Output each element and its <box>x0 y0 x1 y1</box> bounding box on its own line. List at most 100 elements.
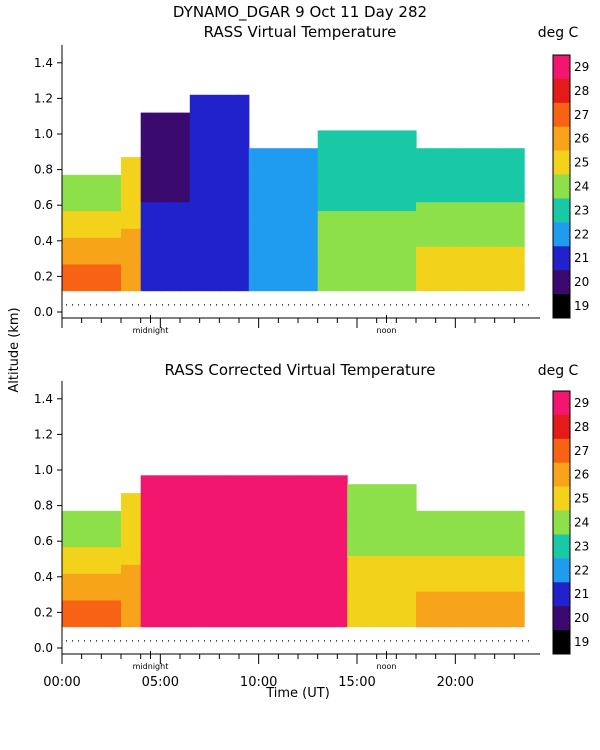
heatmap-cell <box>298 546 309 556</box>
heatmap-cell <box>229 617 240 628</box>
heatmap-cell <box>386 201 397 212</box>
heatmap-cell <box>425 546 437 556</box>
heatmap-cell <box>160 528 171 539</box>
heatmap-cell <box>435 528 447 539</box>
heatmap-cell <box>140 219 152 229</box>
heatmap-cell <box>189 246 201 256</box>
heatmap-cell <box>180 591 191 601</box>
heatmap-cell <box>484 174 496 185</box>
heatmap-cell <box>396 183 407 194</box>
heatmap-cell <box>199 148 211 158</box>
heatmap-cell <box>140 192 152 203</box>
heatmap-cell <box>327 582 338 592</box>
heatmap-cell <box>150 272 161 283</box>
heatmap-cell <box>209 174 220 185</box>
heatmap-cell <box>396 272 407 283</box>
heatmap-cell <box>416 183 427 194</box>
heatmap-cell <box>475 237 486 247</box>
heatmap-cell <box>307 228 319 238</box>
heatmap-cell <box>288 148 299 158</box>
heatmap-cell <box>327 608 338 619</box>
heatmap-cell <box>288 272 299 283</box>
heatmap-cell <box>180 528 191 539</box>
heatmap-cell <box>504 528 515 539</box>
heatmap-cell <box>514 237 525 247</box>
heatmap-cell <box>366 228 378 238</box>
y-tick-label: 0.8 <box>34 499 53 513</box>
heatmap-cell <box>347 484 358 494</box>
heatmap-cell <box>140 139 152 149</box>
heatmap-cell <box>475 510 486 521</box>
heatmap-cell <box>170 228 181 238</box>
heatmap-cell <box>435 237 447 247</box>
heatmap-cell <box>396 219 407 229</box>
heatmap-cell <box>130 564 142 574</box>
heatmap-cell <box>258 608 270 619</box>
heatmap-cell <box>121 599 132 610</box>
heatmap-cell <box>504 157 515 167</box>
heatmap-cell <box>219 272 230 283</box>
heatmap-cell <box>209 510 220 521</box>
heatmap-cell <box>229 484 240 494</box>
heatmap-cell <box>484 573 496 583</box>
heatmap-cell <box>445 157 456 167</box>
heatmap-cell <box>140 617 152 628</box>
heatmap-cell <box>209 555 220 565</box>
heatmap-cell <box>170 255 181 265</box>
heatmap-cell <box>81 228 93 238</box>
heatmap-cell <box>425 573 437 583</box>
heatmap-cell <box>416 174 427 185</box>
heatmap-cell <box>180 475 191 485</box>
heatmap-cell <box>150 510 161 521</box>
heatmap-cell <box>514 228 525 238</box>
heatmap-cell <box>258 263 270 274</box>
colorbar-swatch <box>553 534 570 559</box>
heatmap-cell <box>298 617 309 628</box>
heatmap-cell <box>376 263 388 274</box>
heatmap-cell <box>81 263 93 274</box>
heatmap-cell <box>425 599 437 610</box>
heatmap-cell <box>366 148 378 158</box>
heatmap-cell <box>160 246 171 256</box>
heatmap-cell <box>248 599 260 610</box>
heatmap-cell <box>298 183 309 194</box>
heatmap-cell <box>62 528 73 539</box>
heatmap-cell <box>435 582 447 592</box>
heatmap-cell <box>307 564 319 574</box>
heatmap-cell <box>504 608 515 619</box>
heatmap-cell <box>465 555 476 565</box>
heatmap-cell <box>229 510 240 521</box>
heatmap-cell <box>199 210 211 220</box>
heatmap-cell <box>160 555 171 565</box>
colorbar-tick-label: 29 <box>574 60 589 74</box>
heatmap-cell <box>150 255 161 265</box>
colorbar-tick-label: 25 <box>574 156 589 170</box>
heatmap-cell <box>219 546 230 556</box>
heatmap-cell <box>130 246 142 256</box>
heatmap-cell <box>406 591 417 601</box>
heatmap-cell <box>327 573 338 583</box>
heatmap-cell <box>101 599 112 610</box>
heatmap-cell <box>268 510 279 521</box>
heatmap-cell <box>101 228 112 238</box>
heatmap-cell <box>160 546 171 556</box>
heatmap-cell <box>180 255 191 265</box>
heatmap-cell <box>504 272 515 283</box>
heatmap-cell <box>199 263 211 274</box>
heatmap-cell <box>278 255 289 265</box>
heatmap-cell <box>327 157 338 167</box>
heatmap-cell <box>494 157 506 167</box>
heatmap-cell <box>465 510 476 521</box>
heatmap-cell <box>288 246 299 256</box>
heatmap-cell <box>140 148 152 158</box>
heatmap-cell <box>268 484 279 494</box>
heatmap-cell <box>209 573 220 583</box>
heatmap-cell <box>288 174 299 185</box>
heatmap-cell <box>278 591 289 601</box>
heatmap-cell <box>435 599 447 610</box>
heatmap-cell <box>180 281 191 292</box>
heatmap-cell <box>494 174 506 185</box>
heatmap-cell <box>268 174 279 185</box>
heatmap-cell <box>465 582 476 592</box>
heatmap-cell <box>219 591 230 601</box>
